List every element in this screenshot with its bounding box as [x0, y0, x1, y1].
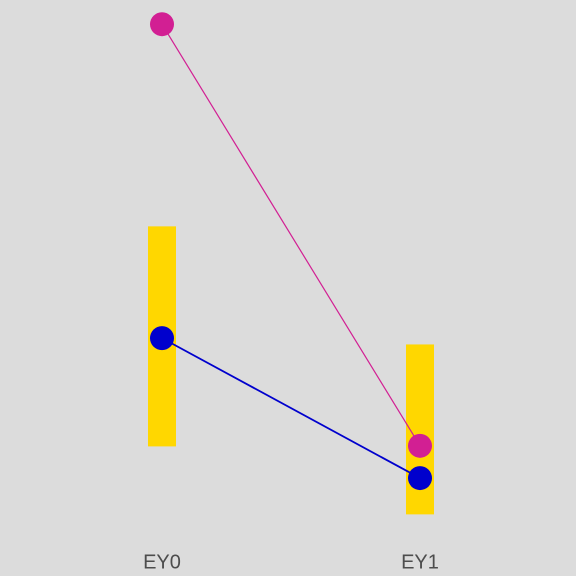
series-2-point-ey1	[408, 466, 432, 490]
x-tick-label-ey1: EY1	[401, 551, 439, 573]
x-tick-label-ey0: EY0	[143, 551, 181, 573]
series-2-point-ey0	[150, 326, 174, 350]
series-1-point-ey0	[150, 12, 174, 36]
series-1-point-ey1	[408, 434, 432, 458]
